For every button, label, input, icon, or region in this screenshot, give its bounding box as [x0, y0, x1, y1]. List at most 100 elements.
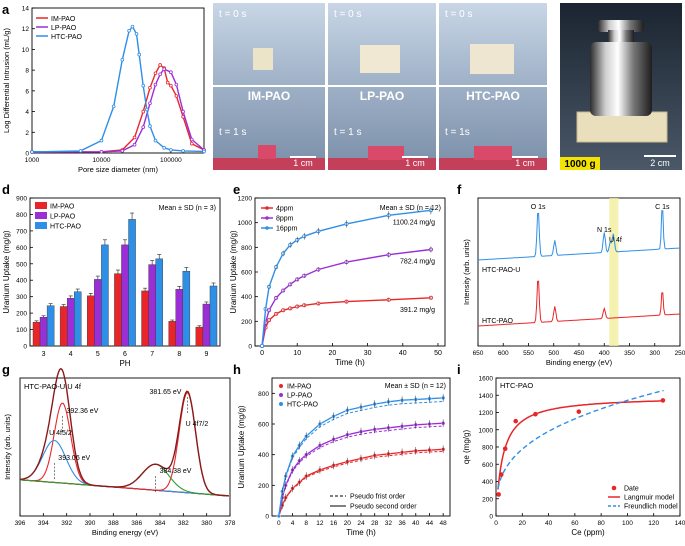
y-tick-label: 600 — [482, 462, 493, 469]
x-tick-label: 30 — [364, 350, 372, 357]
x-tick-label: 384 — [155, 520, 166, 527]
y-tick-label: 800 — [258, 391, 269, 398]
x-tick-label: 396 — [15, 520, 26, 527]
bar-lp-pao — [121, 244, 129, 347]
sample-label: LP-PAO — [360, 89, 404, 103]
y-tick-label: 0 — [23, 344, 27, 351]
x-tick-label: 40 — [399, 350, 407, 357]
series-line-lp-pao — [31, 68, 205, 153]
peak-label: 384.38 eV — [160, 468, 192, 475]
peak-label: U 4f — [609, 237, 622, 244]
x-tick-label: 300 — [649, 350, 660, 357]
chart-note: Mean ± SD (n = 3) — [159, 205, 216, 212]
bar-htc-pao — [155, 258, 163, 347]
chart-note: Mean ± SD (n = 12) — [380, 205, 441, 212]
x-tick-label: 394 — [38, 520, 49, 527]
data-point — [533, 411, 538, 417]
panel-letter-a: a — [2, 2, 10, 17]
x-axis-title: Ce (ppm) — [571, 528, 605, 537]
t0-label: t = 0 s — [334, 9, 362, 20]
x-tick-label: 0 — [260, 350, 264, 357]
series-label: HTC-PAO — [482, 318, 514, 325]
x-tick-label: 16 — [330, 520, 338, 527]
photo-b-im: t = 0 s t = 1 s IM-PAO — [213, 3, 325, 170]
weight-body — [590, 42, 652, 116]
bar-htc-pao — [209, 285, 218, 347]
x-tick-label: 40 — [412, 520, 420, 527]
x-tick-label: 350 — [624, 350, 635, 357]
plot-frame — [19, 377, 231, 517]
bar-im-pao — [32, 321, 41, 347]
y-tick-label: 12 — [22, 26, 30, 33]
value-annotation: 1100.24 mg/g — [393, 219, 435, 226]
data-point — [120, 57, 125, 62]
y-tick-label: 6 — [25, 88, 29, 95]
u4f-highlight — [609, 198, 619, 346]
x-tick-label: 378 — [225, 520, 236, 527]
data-point — [162, 146, 166, 150]
series-line-8ppm — [261, 248, 431, 347]
data-point — [141, 125, 146, 129]
x-tick-label: 600 — [498, 350, 509, 357]
x-tick-label: 24 — [357, 520, 365, 527]
panel-b-photos: t = 0 s t = 1 s IM-PAO t = 0 s t = 1 s L… — [213, 3, 547, 170]
panel-letter-i: i — [457, 362, 461, 377]
data-point — [513, 418, 519, 424]
bar-htc-pao — [46, 305, 55, 347]
y-tick-label: 900 — [16, 196, 27, 203]
x-tick-label: 20 — [519, 520, 527, 527]
data-point — [660, 398, 666, 403]
fit-legend-label: Pseudo frist order — [350, 494, 406, 501]
fit-pso-htc-pao — [278, 397, 444, 517]
data-point — [99, 149, 104, 154]
legend-label: LP-PAO — [50, 214, 76, 221]
bar-htc-pao — [182, 270, 191, 347]
y-tick-label: 0 — [489, 514, 493, 521]
y-tick-label: 300 — [16, 294, 27, 301]
peak-label: 393.06 eV — [58, 455, 90, 462]
bar-lp-pao — [175, 289, 184, 347]
x-tick-label: 48 — [440, 520, 448, 527]
legend-marker — [279, 402, 283, 406]
legend-marker — [611, 485, 617, 491]
legend-marker — [279, 384, 283, 388]
x-axis-title: Binding energy (eV) — [546, 358, 613, 367]
x-tick-label: 9 — [204, 351, 208, 358]
legend-label: HTC-PAO — [287, 402, 319, 409]
y-tick-label: 100 — [16, 327, 27, 334]
peak-label: N 1s — [597, 227, 612, 234]
panel-h-kinetics-fit-chart: 0 4 8 12 16 20 24 28 32 36 40 44 480200400600800Time… — [237, 377, 451, 537]
x-tick-label: 20 — [329, 350, 337, 357]
legend-marker — [265, 206, 269, 210]
y-tick-label: 14 — [22, 6, 30, 13]
x-tick-label: 7 — [150, 351, 154, 358]
x-tick-label: 100000 — [160, 157, 182, 164]
data-point — [141, 83, 146, 88]
series-label: HTC-PAO-U — [482, 267, 520, 274]
y-tick-label: 1200 — [238, 196, 253, 203]
panel-letter-d: d — [2, 182, 10, 197]
legend-marker — [279, 393, 283, 397]
t1-label: t = 1s — [445, 127, 470, 138]
data-point — [498, 472, 504, 477]
legend-marker — [265, 226, 269, 230]
y-tick-label: 200 — [16, 311, 27, 318]
fit-pso-im-pao — [278, 448, 444, 517]
x-tick-label: 650 — [473, 350, 484, 357]
data-point — [158, 72, 162, 77]
x-tick-label: 550 — [523, 350, 534, 357]
x-tick-label: 12 — [316, 520, 324, 527]
bar-htc-pao — [101, 244, 109, 347]
data-point — [162, 67, 166, 71]
y-tick-label: 0 — [248, 344, 252, 351]
bar-lp-pao — [148, 264, 156, 347]
legend-label: LP-PAO — [51, 25, 77, 32]
panel-d-ph-bar-chart: 0 100 200 300 400 500 600 700 800 900 3 4 5 6 7 8 9 PH Ura… — [2, 196, 221, 368]
panel-i-isotherm-chart: 0 20 40 60 80 100 120 1400200400600800100012001… — [462, 376, 685, 538]
data-point — [174, 94, 179, 98]
x-tick-label: 8 — [177, 351, 181, 358]
x-tick-label: 5 — [96, 351, 100, 358]
data-point — [132, 142, 137, 147]
sample-sunk — [258, 145, 276, 159]
liquid-layer — [213, 158, 325, 170]
